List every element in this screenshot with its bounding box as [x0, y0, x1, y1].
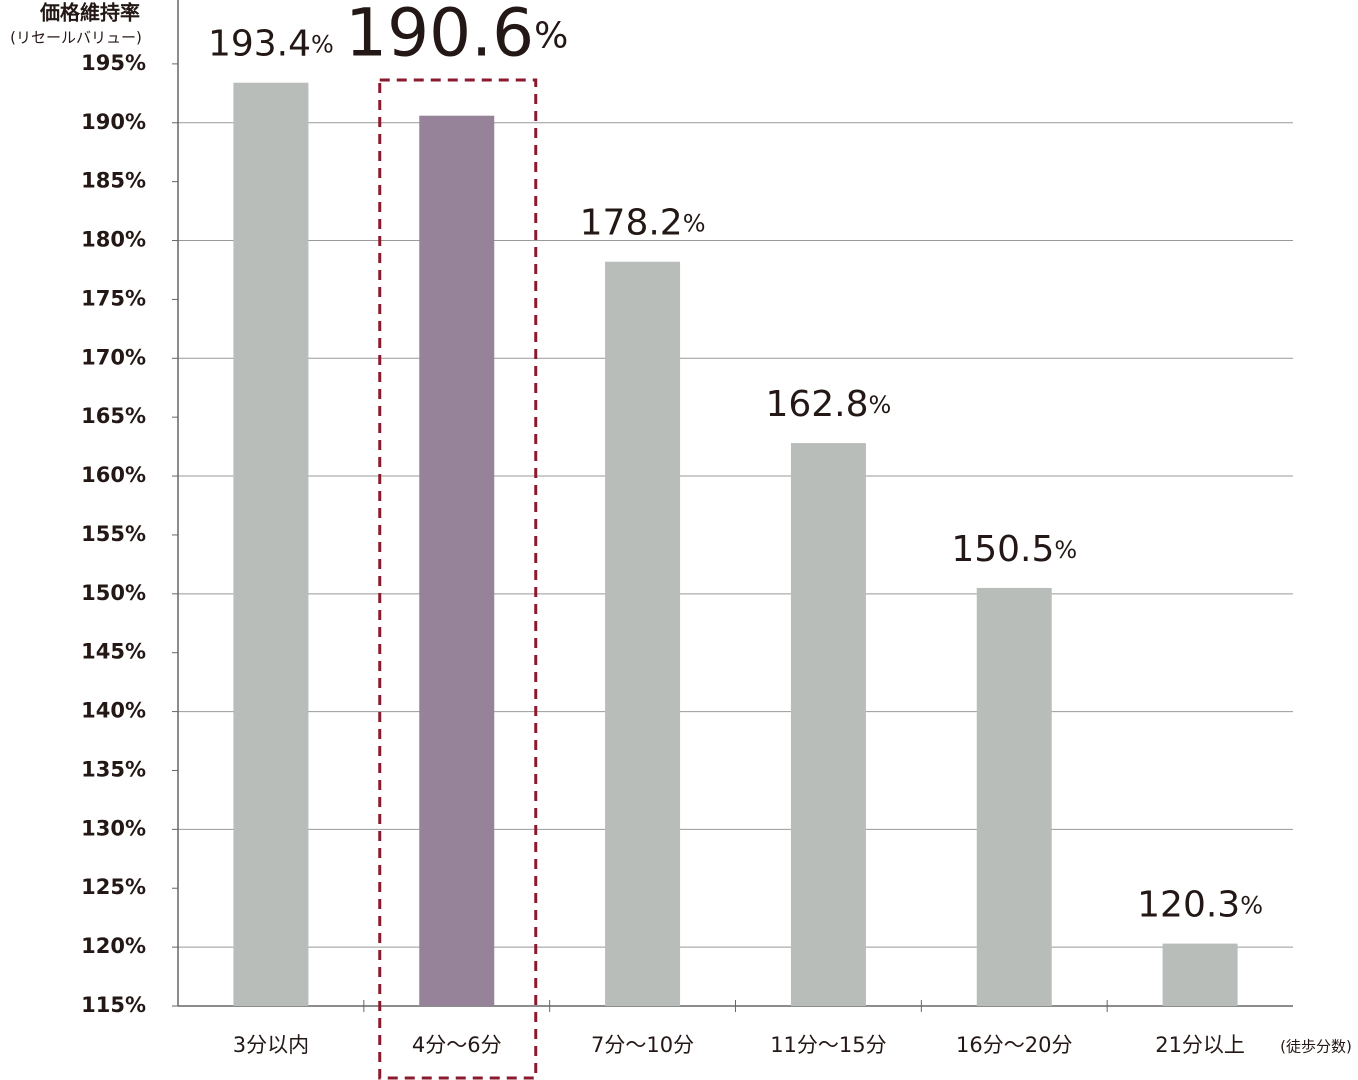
y-tick-label: 175% [81, 286, 146, 310]
value-label: 190.6% [345, 0, 568, 72]
x-tick-label: 3分以内 [233, 1033, 309, 1057]
y-tick-label: 195% [81, 51, 146, 75]
y-tick-label: 115% [81, 993, 146, 1017]
highlight-box [378, 78, 538, 1080]
y-tick-label: 180% [81, 228, 146, 252]
y-tick-label: 155% [81, 522, 146, 546]
y-tick-label: 185% [81, 169, 146, 193]
value-label: 150.5% [951, 529, 1077, 570]
y-tick-label: 165% [81, 404, 146, 428]
y-tick-label: 125% [81, 875, 146, 899]
x-tick-label: 7分～10分 [591, 1033, 694, 1057]
x-tick-label: 11分～15分 [770, 1033, 886, 1057]
bar [605, 261, 681, 1006]
y-tick-label: 130% [81, 816, 146, 840]
x-tick-label: 21分以上 [1155, 1033, 1245, 1057]
x-tick-label: 4分～6分 [412, 1033, 502, 1057]
value-label: 120.3% [1137, 885, 1263, 926]
x-tick-label: 16分～20分 [956, 1033, 1072, 1057]
x-axis-unit: (徒歩分数) [1280, 1038, 1352, 1056]
bar [419, 115, 495, 1006]
y-tick-label: 160% [81, 463, 146, 487]
value-label: 162.8% [765, 384, 891, 425]
y-tick-label: 140% [81, 699, 146, 723]
y-tick-label: 145% [81, 640, 146, 664]
value-label: 178.2% [580, 203, 706, 244]
bar [233, 82, 309, 1006]
bar [790, 443, 866, 1006]
bar [976, 587, 1052, 1006]
y-axis-subtitle: (リセールバリュー) [10, 29, 142, 47]
y-tick-label: 190% [81, 110, 146, 134]
y-tick-label: 120% [81, 934, 146, 958]
y-tick-label: 170% [81, 345, 146, 369]
y-axis-title: 価格維持率 [39, 1, 140, 25]
y-tick-label: 150% [81, 581, 146, 605]
value-label: 193.4% [208, 24, 334, 65]
y-tick-label: 135% [81, 757, 146, 781]
bar [1162, 943, 1238, 1006]
